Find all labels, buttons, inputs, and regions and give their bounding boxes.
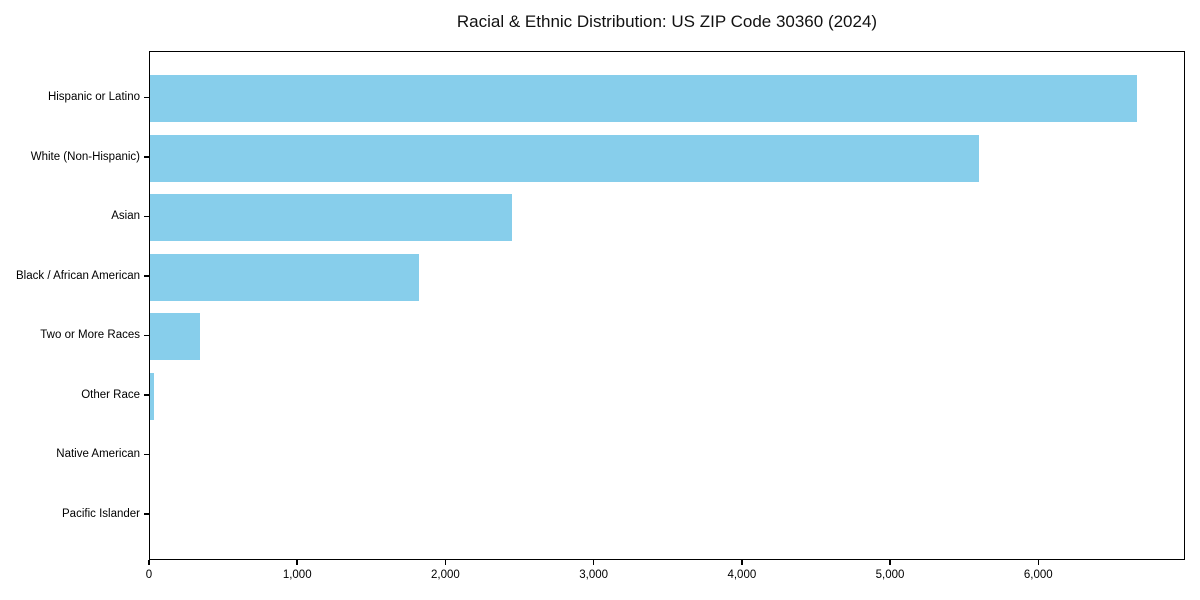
y-tick: [144, 215, 149, 218]
chart-title: Racial & Ethnic Distribution: US ZIP Cod…: [456, 12, 878, 31]
y-tick: [144, 394, 149, 396]
y-tick-label: Hispanic or Latino: [47, 91, 140, 103]
y-tick-label: Native American: [56, 448, 140, 460]
x-tick-label: 5,000: [875, 569, 905, 581]
bar: [150, 372, 154, 420]
x-tick: [444, 560, 447, 565]
y-tick-label: Two or More Races: [40, 329, 140, 341]
y-tick: [144, 96, 149, 99]
x-tick: [741, 560, 743, 565]
x-tick-label: 4,000: [727, 569, 757, 581]
y-tick: [144, 156, 149, 158]
x-tick: [296, 560, 298, 565]
x-tick: [592, 560, 595, 565]
x-tick: [889, 560, 891, 565]
y-tick-label: Pacific Islander: [62, 507, 140, 520]
bar: [150, 134, 979, 182]
y-tick: [144, 334, 149, 337]
x-tick-label: 6,000: [1023, 569, 1053, 581]
bar: [150, 253, 419, 301]
x-tick: [148, 560, 150, 565]
plot-area: [149, 51, 1185, 560]
bar: [150, 194, 512, 241]
bar: [150, 313, 201, 360]
bar: [150, 75, 1138, 122]
y-tick-label: Asian: [111, 210, 140, 222]
x-tick-label: 2,000: [431, 569, 460, 581]
y-tick-label: White (Non-Hispanic): [30, 150, 140, 163]
x-tick-label: 0: [145, 569, 153, 581]
x-tick-label: 1,000: [282, 569, 312, 581]
y-tick: [144, 453, 149, 456]
y-tick-label: Other Race: [81, 388, 140, 401]
x-tick: [1037, 560, 1040, 565]
y-tick: [144, 275, 149, 277]
y-tick-label: Black / African American: [16, 269, 140, 282]
y-tick: [144, 513, 149, 515]
x-tick-label: 3,000: [579, 569, 609, 581]
